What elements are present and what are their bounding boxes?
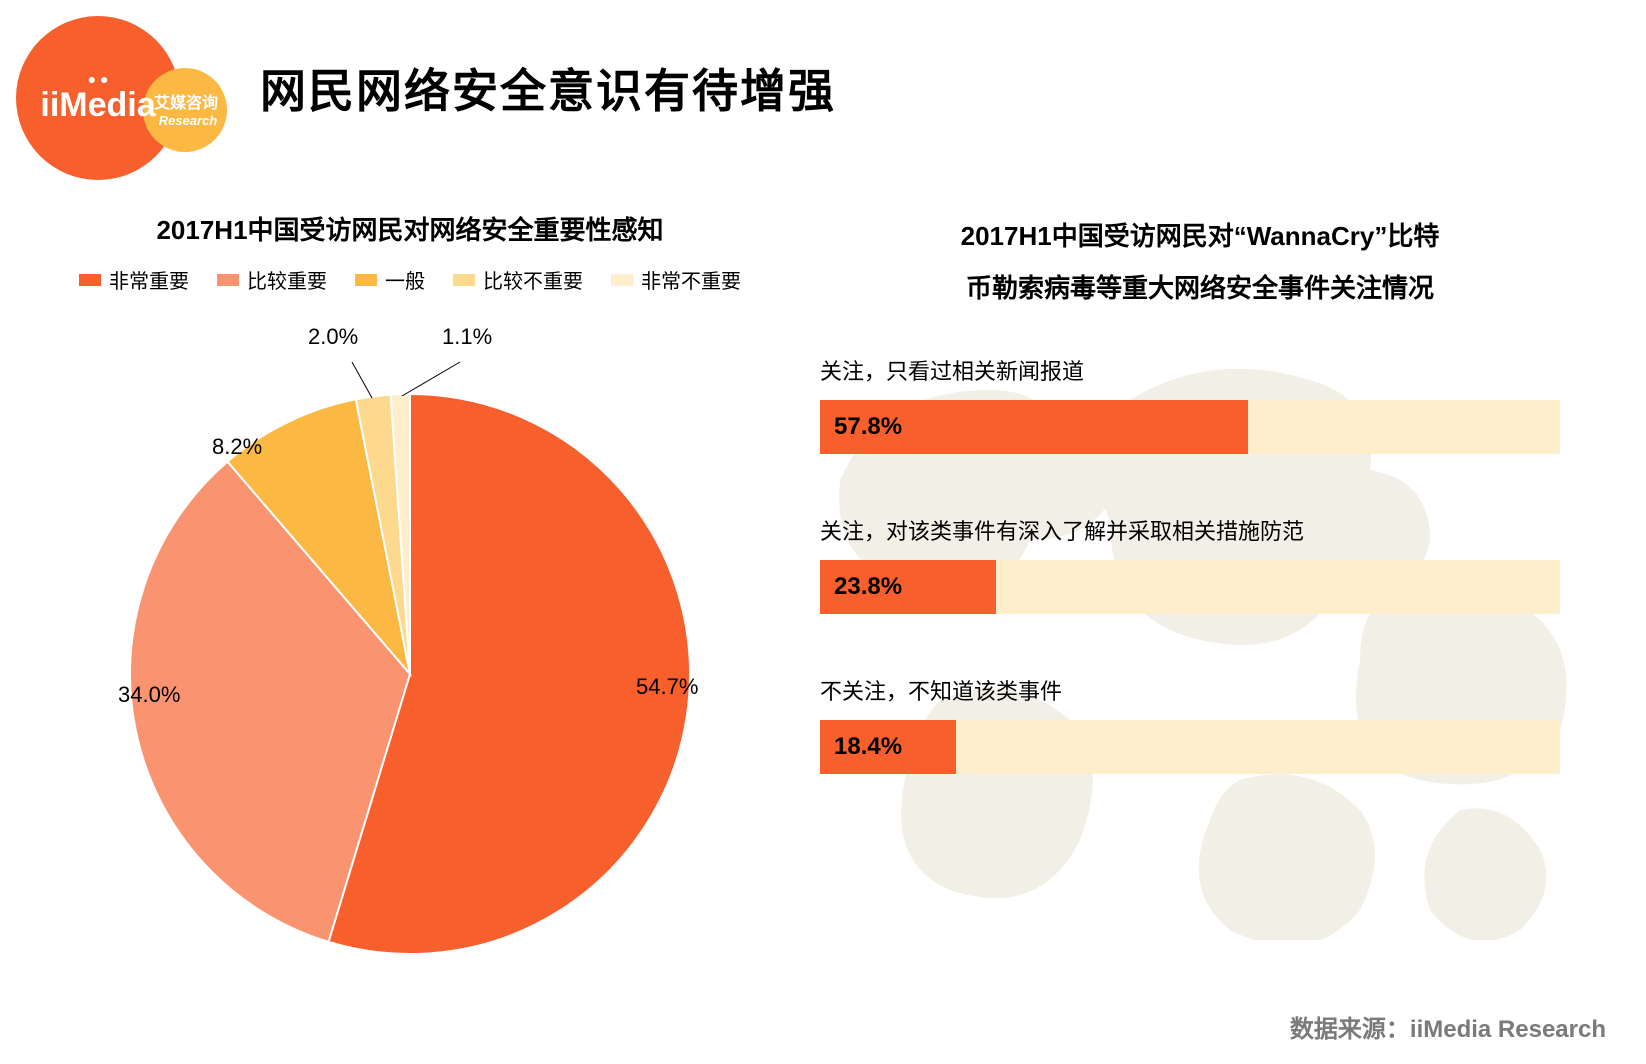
legend-item: 一般 xyxy=(355,265,425,294)
legend-swatch xyxy=(611,274,633,286)
bar-chart-section: 2017H1中国受访网民对“WannaCry”比特 币勒索病毒等重大网络安全事件… xyxy=(820,210,1580,834)
legend-label: 非常重要 xyxy=(109,265,189,294)
pie-value-label: 8.2% xyxy=(212,434,262,460)
bar-track: 57.8% xyxy=(820,400,1560,454)
pie-chart-section: 2017H1中国受访网民对网络安全重要性感知 非常重要比较重要一般比较不重要非常… xyxy=(60,210,760,954)
pie-chart: 54.7% 34.0% 8.2% 2.0% 1.1% xyxy=(60,314,760,954)
bar-value: 23.8% xyxy=(834,573,902,601)
legend-label: 比较重要 xyxy=(247,265,327,294)
pie-value-label: 34.0% xyxy=(118,682,180,708)
svg-text:● ●: ● ● xyxy=(88,71,109,87)
brand-logo: ● ● iiMedia 艾媒咨询 Research xyxy=(10,10,230,180)
bar-track: 23.8% xyxy=(820,560,1560,614)
bar-group: 关注，只看过相关新闻报道 57.8% xyxy=(820,354,1580,454)
legend-swatch xyxy=(355,274,377,286)
legend-item: 比较不重要 xyxy=(453,265,583,294)
bar-label: 关注，只看过相关新闻报道 xyxy=(820,354,1580,386)
legend-label: 比较不重要 xyxy=(483,265,583,294)
legend-label: 一般 xyxy=(385,265,425,294)
bar-group: 不关注，不知道该类事件 18.4% xyxy=(820,674,1580,774)
bar-value: 57.8% xyxy=(834,413,902,441)
pie-chart-title: 2017H1中国受访网民对网络安全重要性感知 xyxy=(60,210,760,247)
svg-text:Research: Research xyxy=(159,113,218,128)
page-title: 网民网络安全意识有待增强 xyxy=(260,55,836,121)
bar-label: 关注，对该类事件有深入了解并采取相关措施防范 xyxy=(820,514,1580,546)
pie-value-label: 54.7% xyxy=(636,674,698,700)
legend-swatch xyxy=(79,274,101,286)
legend-label: 非常不重要 xyxy=(641,265,741,294)
pie-value-label: 2.0% xyxy=(308,324,358,350)
legend-swatch xyxy=(453,274,475,286)
bar-group: 关注，对该类事件有深入了解并采取相关措施防范 23.8% xyxy=(820,514,1580,614)
bar-chart-title-line2: 币勒索病毒等重大网络安全事件关注情况 xyxy=(966,273,1434,303)
data-source: 数据来源：iiMedia Research xyxy=(1290,1009,1606,1044)
bar-track: 18.4% xyxy=(820,720,1560,774)
legend-swatch xyxy=(217,274,239,286)
legend-item: 比较重要 xyxy=(217,265,327,294)
bar-value: 18.4% xyxy=(834,733,902,761)
bar-chart-title-line1: 2017H1中国受访网民对“WannaCry”比特 xyxy=(961,221,1440,251)
bar-chart: 关注，只看过相关新闻报道 57.8% 关注，对该类事件有深入了解并采取相关措施防范 2… xyxy=(820,344,1580,774)
svg-text:艾媒咨询: 艾媒咨询 xyxy=(154,93,218,112)
bar-chart-title: 2017H1中国受访网民对“WannaCry”比特 币勒索病毒等重大网络安全事件… xyxy=(820,210,1580,314)
legend-item: 非常重要 xyxy=(79,265,189,294)
legend-item: 非常不重要 xyxy=(611,265,741,294)
svg-text:iiMedia: iiMedia xyxy=(40,86,156,124)
pie-value-label: 1.1% xyxy=(442,324,492,350)
bar-label: 不关注，不知道该类事件 xyxy=(820,674,1580,706)
pie-chart-legend: 非常重要 比较重要 一般 比较不重要 非常不重要 xyxy=(60,265,760,294)
